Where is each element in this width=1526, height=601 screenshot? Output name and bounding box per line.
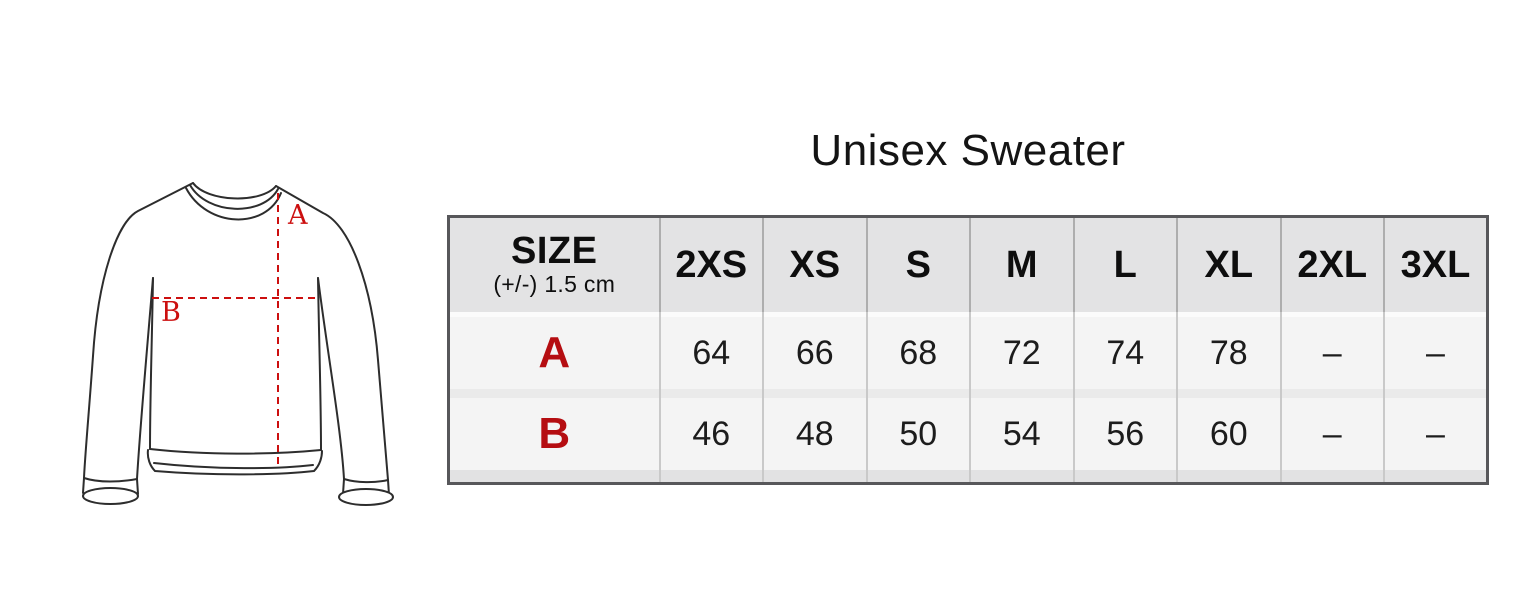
size-value: 68 xyxy=(865,317,970,389)
size-column-header: SIZE (+/-) 1.5 cm xyxy=(448,216,660,312)
spacer-cell xyxy=(1279,470,1384,484)
sweater-collar-inner-arc xyxy=(192,182,277,200)
spacer-cell xyxy=(1176,312,1281,317)
table-body: A 64 66 68 72 74 78– – B 46 48 50 54 56 60– – xyxy=(448,312,1488,484)
sweater-body-fill xyxy=(84,183,388,480)
sweater-right-arm-outline xyxy=(275,185,389,481)
sweater-left-arm-outline xyxy=(83,182,194,479)
spacer-cell xyxy=(1383,312,1488,317)
spacer-cell xyxy=(1383,470,1488,484)
row-label-a: A xyxy=(448,317,660,389)
spacer-cell xyxy=(969,312,1074,317)
sweater-left-sleeve-seam xyxy=(136,277,154,480)
sweater-hem-inner-line xyxy=(153,462,314,470)
column-header-xs: XS xyxy=(762,216,867,312)
size-value: 74 xyxy=(1072,317,1177,389)
sweater-left-cuff-sides xyxy=(82,477,139,495)
size-value: 60 xyxy=(1176,398,1281,470)
spacer-cell xyxy=(762,470,867,484)
sweater-diagram: A B xyxy=(82,182,394,506)
size-value: – xyxy=(1279,317,1384,389)
sweater-right-cuff-top xyxy=(343,478,389,484)
spacer-cell xyxy=(658,389,763,398)
sweater-left-cuff-top xyxy=(83,477,138,483)
column-header-m: M xyxy=(969,216,1074,312)
sweater-right-body-seam xyxy=(317,277,322,451)
measure-label-a: A xyxy=(287,200,308,231)
spacer-cell xyxy=(658,470,763,484)
spacer-cell xyxy=(1072,389,1177,398)
column-header-l: L xyxy=(1072,216,1177,312)
sweater-collar-middle-arc xyxy=(189,184,279,210)
spacer-cell xyxy=(1072,312,1177,317)
spacer-cell xyxy=(865,470,970,484)
measurement-row-a: A 64 66 68 72 74 78– – xyxy=(448,317,1488,389)
size-value: 46 xyxy=(658,398,763,470)
sweater-hem-top-line xyxy=(149,448,322,455)
spacer-cell xyxy=(969,389,1074,398)
size-value: 48 xyxy=(762,398,867,470)
spacer-cell xyxy=(762,312,867,317)
sweater-left-cuff-bottom xyxy=(82,487,139,505)
spacer-cell xyxy=(448,470,660,484)
spacer-cell xyxy=(1383,389,1488,398)
size-table: SIZE (+/-) 1.5 cm 2XS XS S M L XL 2XL 3XL A 64 66… xyxy=(447,215,1489,485)
spacer-cell xyxy=(1279,389,1384,398)
tolerance-note: (+/-) 1.5 cm xyxy=(493,271,616,297)
table-header-row: SIZE (+/-) 1.5 cm 2XS XS S M L XL 2XL 3XL xyxy=(448,216,1488,312)
column-header-3xl: 3XL xyxy=(1383,216,1488,312)
size-value: 66 xyxy=(762,317,867,389)
spacer-cell xyxy=(1072,470,1177,484)
column-header-2xl: 2XL xyxy=(1279,216,1384,312)
size-label: SIZE xyxy=(511,230,598,272)
spacer-cell xyxy=(1279,312,1384,317)
spacer-row xyxy=(448,470,1488,484)
spacer-row xyxy=(448,312,1488,317)
sweater-hem-band xyxy=(146,449,323,476)
page-title: Unisex Sweater xyxy=(810,126,1126,175)
size-value: 50 xyxy=(865,398,970,470)
spacer-cell xyxy=(865,312,970,317)
spacer-row xyxy=(448,389,1488,398)
column-header-s: S xyxy=(865,216,970,312)
column-header-2xs: 2XS xyxy=(658,216,763,312)
sweater-right-sleeve-seam xyxy=(317,277,345,480)
size-value: 56 xyxy=(1072,398,1177,470)
column-header-xl: XL xyxy=(1176,216,1281,312)
measurement-row-b: B 46 48 50 54 56 60– – xyxy=(448,398,1488,470)
sweater-collar-outer-arc xyxy=(185,187,282,221)
size-value: 72 xyxy=(969,317,1074,389)
row-label-b: B xyxy=(448,398,660,470)
spacer-cell xyxy=(865,389,970,398)
measure-label-b: B xyxy=(161,297,181,328)
sweater-left-body-seam xyxy=(149,277,154,450)
size-value: – xyxy=(1279,398,1384,470)
size-value: – xyxy=(1383,398,1488,470)
size-value: 78 xyxy=(1176,317,1281,389)
sweater-right-cuff-bottom xyxy=(338,488,394,506)
size-value: 54 xyxy=(969,398,1074,470)
size-header-stack: SIZE (+/-) 1.5 cm xyxy=(493,228,615,296)
size-value: – xyxy=(1383,317,1488,389)
spacer-cell xyxy=(448,389,660,398)
spacer-cell xyxy=(1176,389,1281,398)
size-value: 64 xyxy=(658,317,763,389)
spacer-cell xyxy=(448,312,660,317)
spacer-cell xyxy=(969,470,1074,484)
spacer-cell xyxy=(762,389,867,398)
spacer-cell xyxy=(1176,470,1281,484)
spacer-cell xyxy=(658,312,763,317)
